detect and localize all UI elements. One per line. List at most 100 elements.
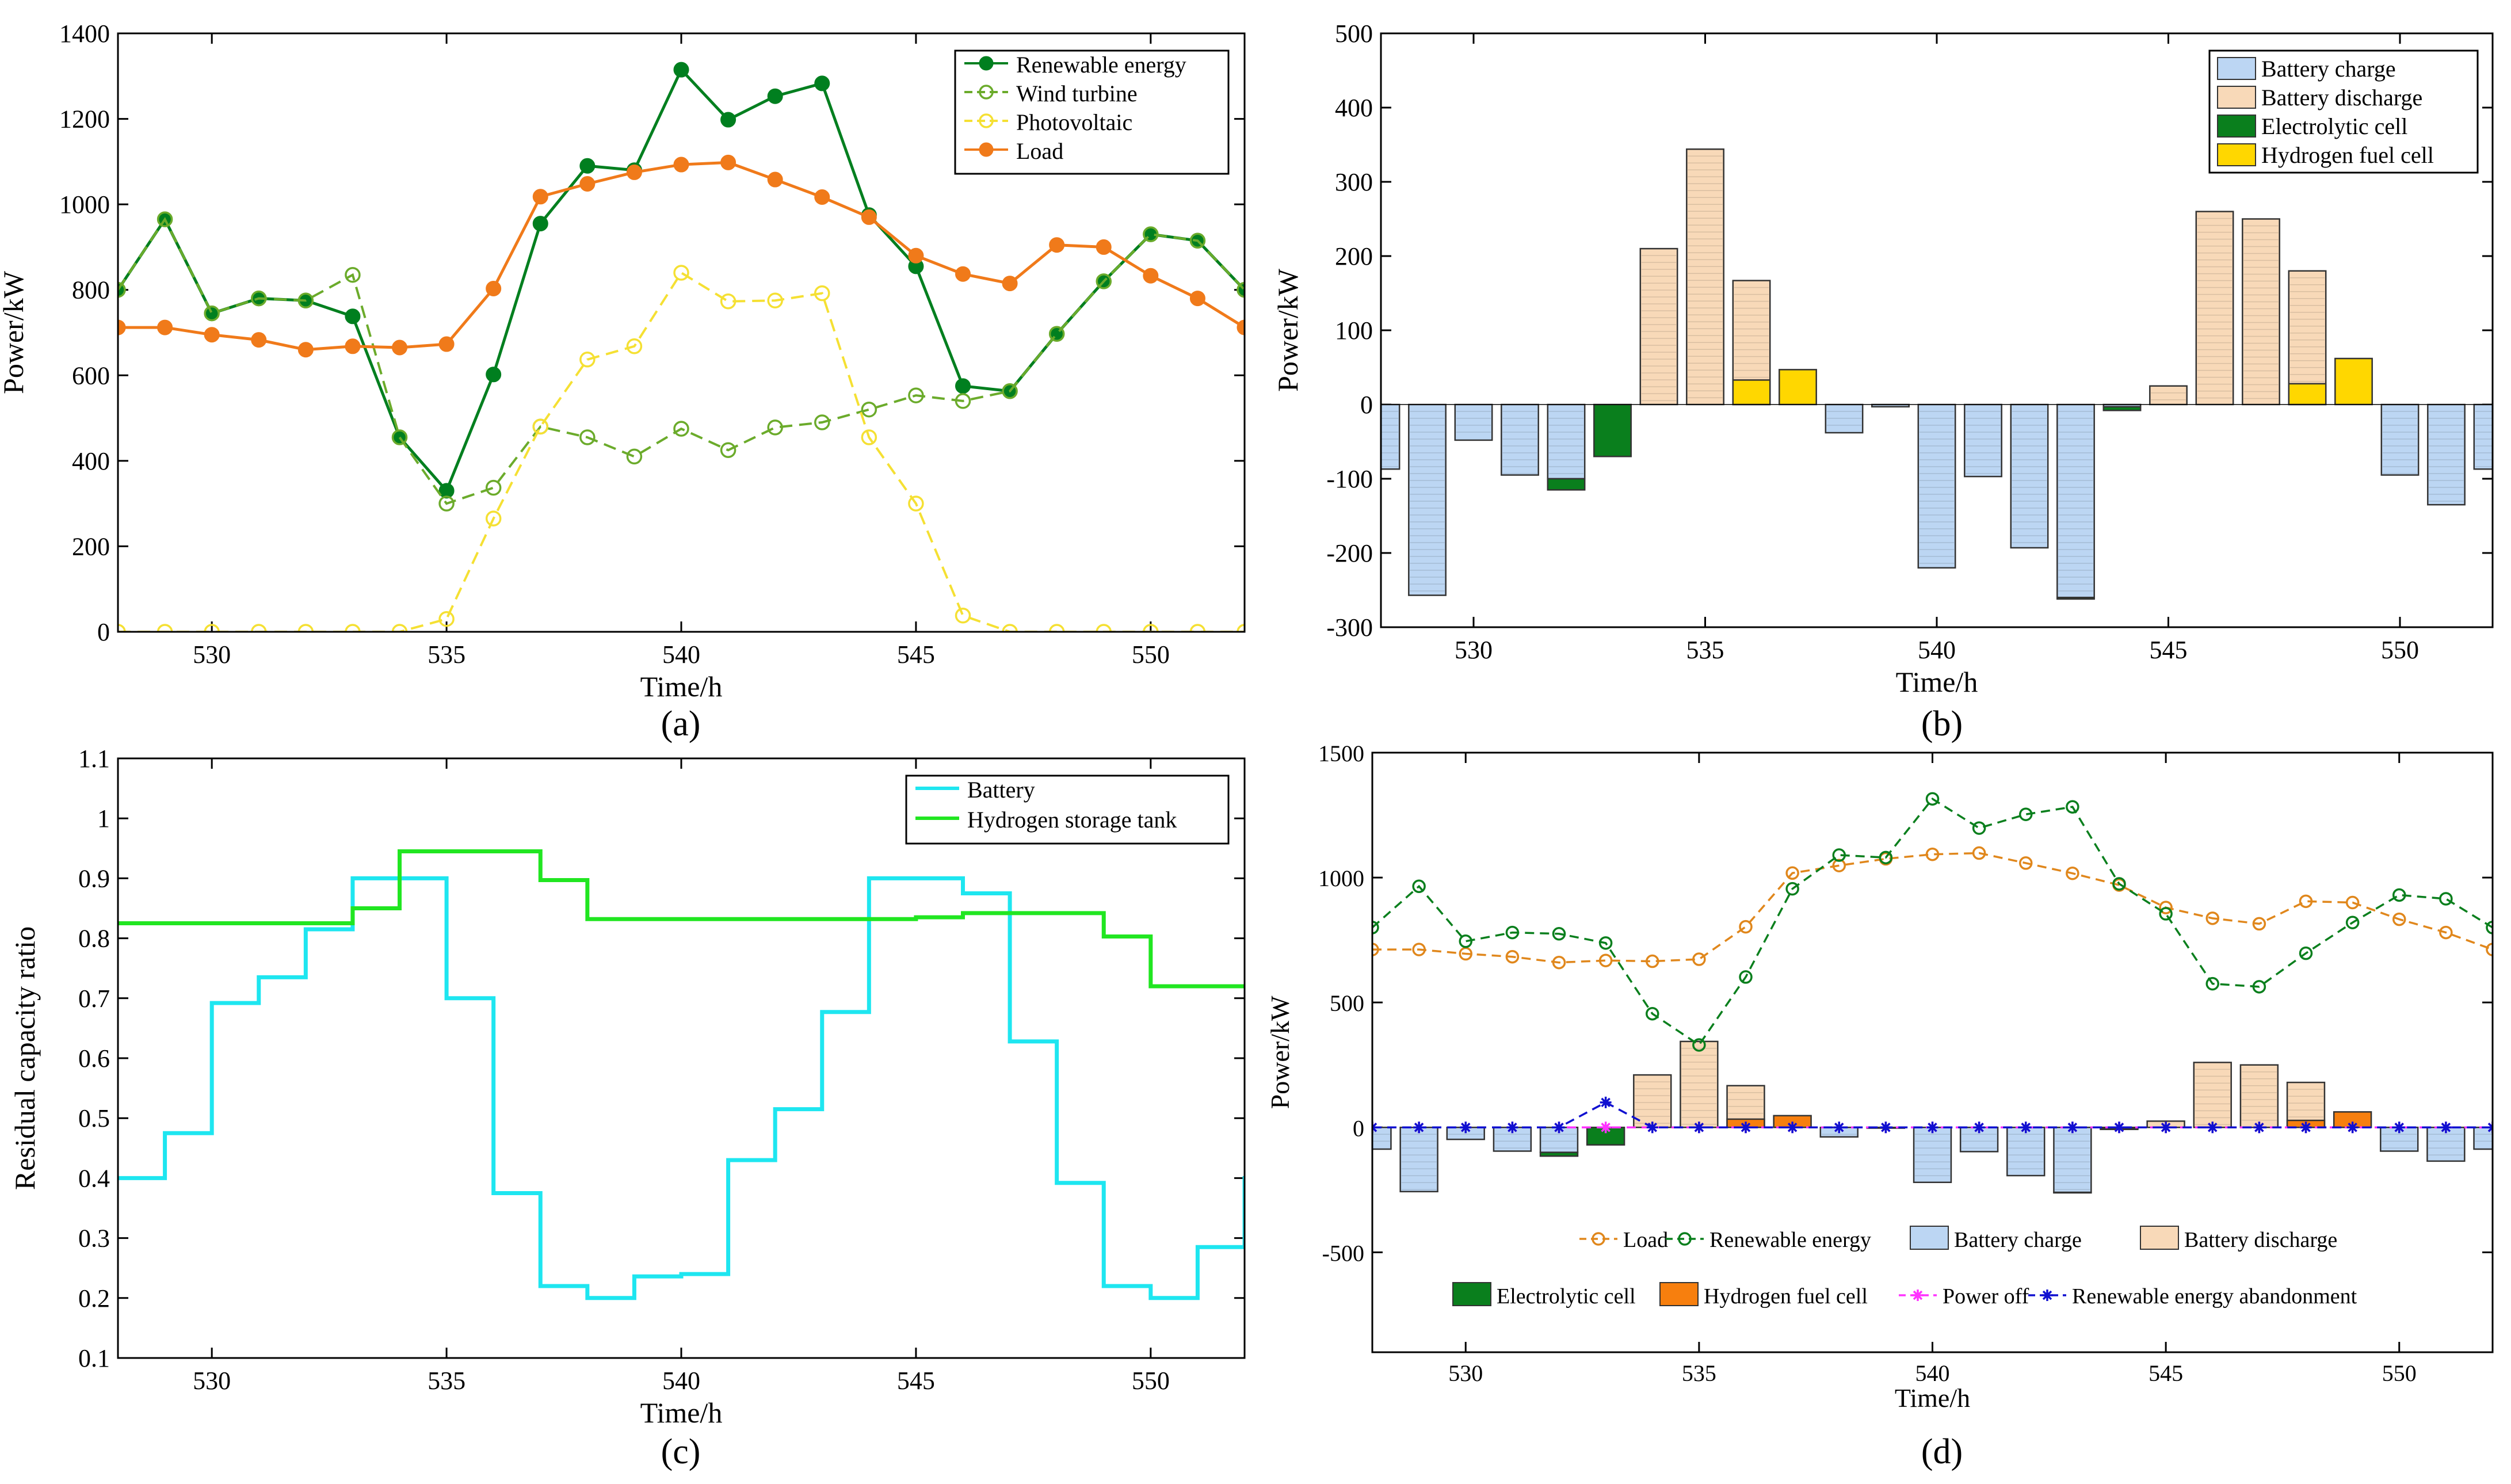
- legend-label-d-power-off: Power off: [1943, 1284, 2029, 1308]
- series-line-renewable-energy: [1372, 798, 2493, 1047]
- x-tick-label-a: 530: [193, 640, 231, 669]
- bar-battery-discharge: [2242, 218, 2280, 406]
- legend-label-d-load: Load: [1623, 1228, 1668, 1252]
- point-photovoltaic: [955, 608, 971, 624]
- point-renewable-energy-abandonment: [1880, 1121, 1892, 1134]
- bar-hydrogen-fuel-cell: [2334, 357, 2373, 406]
- y-tick-label-b: 500: [1335, 20, 1373, 48]
- bar-battery-discharge: [1686, 148, 1724, 406]
- point-photovoltaic: [1096, 624, 1112, 632]
- point-renewable-energy-abandonment: [2253, 1121, 2265, 1134]
- point-photovoltaic: [391, 624, 408, 632]
- x-tick-label-b: 550: [2381, 636, 2419, 664]
- series-group-d: [1372, 792, 2493, 1194]
- panel-d-label: (d): [1921, 1432, 1963, 1471]
- point-renewable-energy: [1505, 925, 1520, 940]
- x-tick-label-b: 540: [1918, 636, 1956, 664]
- point-renewable-energy-abandonment: [1553, 1121, 1565, 1134]
- point-photovoltaic: [908, 495, 924, 512]
- point-renewable-energy: [1879, 850, 1893, 865]
- point-renewable-energy: [2345, 915, 2360, 929]
- bar-battery-charge: [2427, 403, 2466, 506]
- point-load: [1237, 319, 1245, 335]
- y-tick-label-c: 0.8: [78, 925, 110, 953]
- series-group-c: [118, 849, 1245, 1300]
- legend-label-renewable-energy: Renewable energy: [1016, 52, 1186, 78]
- bar-battery-charge: [2010, 403, 2049, 549]
- point-load: [1785, 866, 1799, 880]
- point-renewable-energy: [814, 75, 830, 91]
- point-photovoltaic: [1048, 624, 1065, 632]
- panel-a-chart: 530 535 540 545 550 0 200 400 600 800 1000 1200 1400…: [0, 20, 1246, 703]
- point-renewable-energy: [1598, 936, 1613, 950]
- point-renewable-energy: [438, 483, 455, 499]
- point-renewable-energy: [673, 62, 689, 78]
- bar-hydrogen-fuel-cell: [1732, 379, 1771, 406]
- point-renewable-energy: [2066, 800, 2079, 814]
- point-renewable-energy-abandonment: [1833, 1121, 1845, 1134]
- point-renewable-energy-abandonment: [1413, 1121, 1425, 1134]
- y-tick-label-b: -200: [1326, 539, 1373, 567]
- y-axis-label-c: Residual capacity ratio: [9, 926, 41, 1190]
- bar-battery-charge: [1501, 403, 1539, 476]
- point-wind-turbine: [955, 393, 971, 409]
- legend-label-photovoltaic: Photovoltaic: [1016, 109, 1132, 135]
- point-photovoltaic: [1143, 624, 1159, 632]
- x-tick-label-c: 530: [193, 1367, 231, 1395]
- point-load: [2252, 917, 2266, 931]
- series-line-wind-turbine: [118, 217, 1245, 505]
- bar-electrolytic-cell: [2102, 406, 2142, 411]
- point-photovoltaic: [345, 624, 361, 632]
- point-load: [861, 209, 877, 225]
- bar-battery-charge: [2380, 403, 2420, 476]
- bar-electrolytic-cell: [1547, 478, 1586, 491]
- point-load: [1552, 955, 1566, 970]
- legend-label-hydrogen-storage-tank: Hydrogen storage tank: [967, 807, 1177, 833]
- x-tick-label-d: 540: [1915, 1360, 1950, 1386]
- legend-swatch-battery-discharge: [2217, 86, 2256, 109]
- point-wind-turbine: [1237, 281, 1245, 298]
- point-renewable-energy-abandonment: [2393, 1121, 2405, 1134]
- x-tick-label-b: 535: [1686, 636, 1724, 664]
- point-renewable-energy: [2252, 980, 2266, 994]
- legend-swatch-hydrogen-fuel-cell: [2217, 143, 2256, 166]
- point-photovoltaic: [579, 352, 596, 368]
- x-tick-label-c: 545: [897, 1367, 935, 1395]
- x-tick-label-d: 530: [1448, 1360, 1483, 1386]
- x-axis-label-b: Time/h: [1896, 666, 1978, 698]
- point-photovoltaic: [297, 624, 314, 632]
- bar-electrolytic-cell: [2053, 1191, 2092, 1194]
- point-renewable-energy: [1972, 821, 1986, 835]
- point-renewable-energy: [767, 88, 783, 104]
- legend-swatch-electrolytic-cell: [2217, 115, 2256, 138]
- point-renewable-energy: [2205, 976, 2219, 991]
- point-load: [1372, 943, 1379, 956]
- point-wind-turbine: [720, 442, 736, 459]
- point-load: [720, 154, 736, 170]
- legend-marker-d-renewable-energy: [1678, 1232, 1692, 1246]
- y-axis-label-b: Power/kW: [1272, 268, 1304, 392]
- point-load: [1096, 239, 1112, 255]
- point-load: [1143, 268, 1159, 284]
- y-tick-label-c: 0.9: [78, 864, 110, 892]
- y-tick-label-d: 0: [1353, 1115, 1364, 1141]
- y-tick-label-b: 200: [1335, 242, 1373, 270]
- legend-marker-photovoltaic: [979, 113, 994, 128]
- point-renewable-energy-abandonment: [1740, 1121, 1751, 1134]
- point-renewable-energy-abandonment: [1787, 1121, 1799, 1134]
- point-photovoltaic: [1189, 624, 1206, 632]
- point-renewable-energy: [2439, 892, 2453, 906]
- point-load: [2392, 912, 2406, 926]
- bar-electrolytic-cell: [1593, 403, 1632, 457]
- bar-battery-charge: [1454, 403, 1493, 441]
- panel-c-chart: 530 535 540 545 550 0.1 0.2 0.3 0.4 0.5 0.6 0.7 0.8 0…: [9, 745, 1246, 1429]
- point-photovoltaic: [861, 429, 877, 445]
- x-tick-label-a: 540: [662, 640, 700, 669]
- point-load: [157, 319, 173, 335]
- point-photovoltaic: [485, 510, 502, 527]
- bar-hydrogen-fuel-cell: [1779, 369, 1817, 406]
- bar-battery-discharge: [2149, 385, 2188, 406]
- panel-b-chart: 530 535 540 545 550 -300 -200 -100 0 100 200 300 400…: [1272, 20, 2494, 698]
- point-wind-turbine: [579, 429, 596, 445]
- point-renewable-energy-abandonment: [2207, 1121, 2219, 1134]
